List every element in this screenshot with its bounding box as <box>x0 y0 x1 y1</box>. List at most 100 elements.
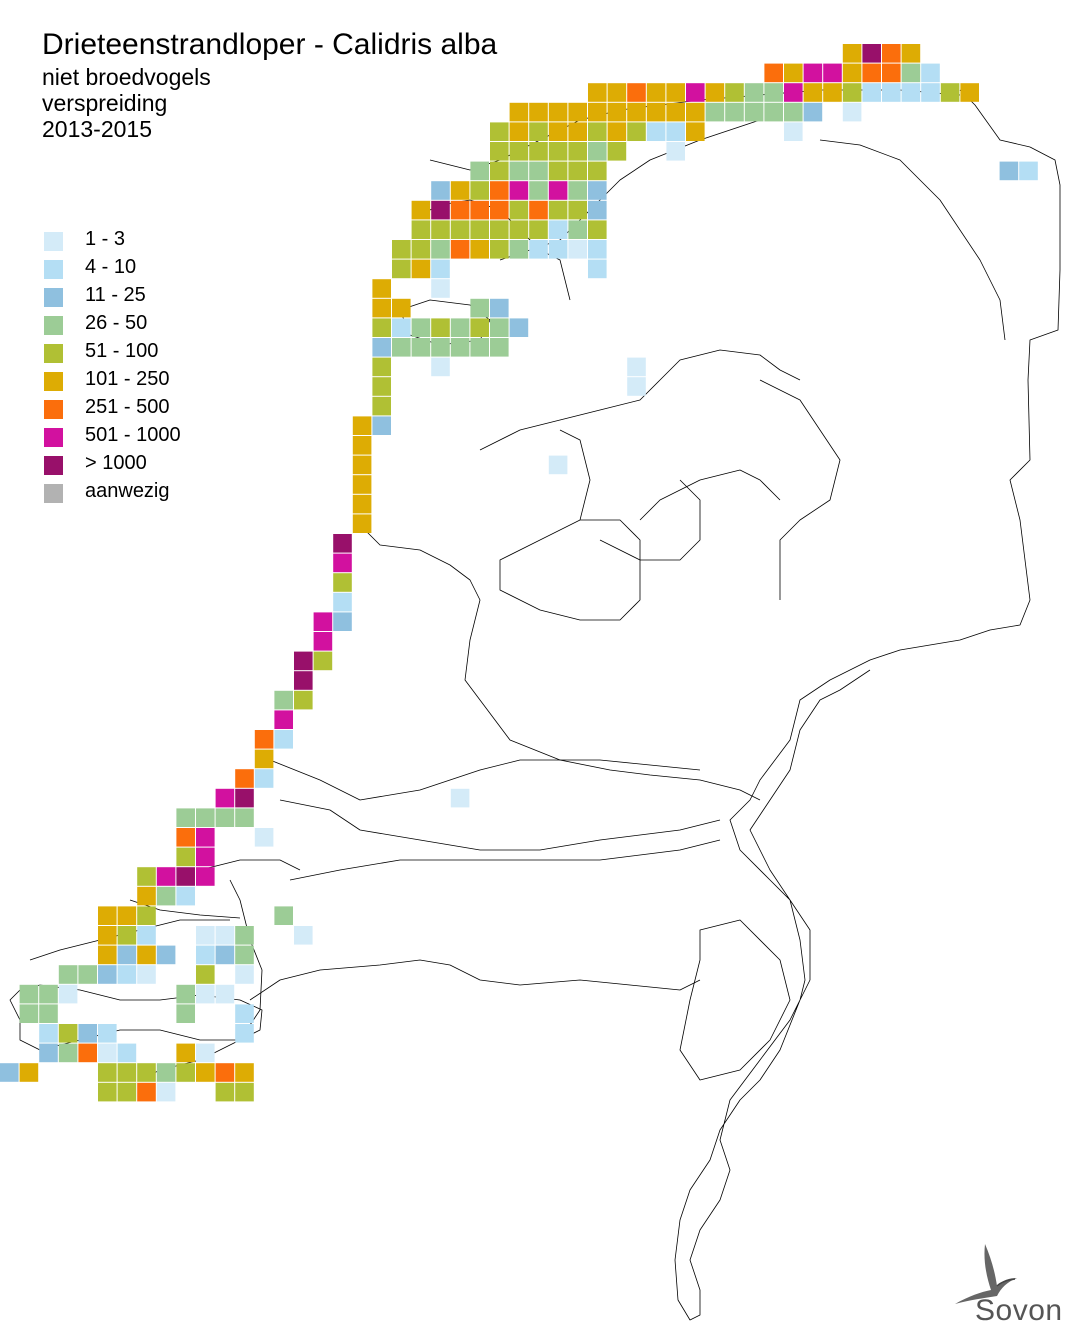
grid-cell <box>411 318 431 337</box>
boundary-line <box>499 519 641 621</box>
grid-cell <box>744 102 764 122</box>
grid-cell <box>137 1082 156 1102</box>
grid-cell <box>352 494 372 514</box>
grid-cell <box>823 83 842 102</box>
grid-cell <box>333 612 352 631</box>
boundary-line <box>639 469 781 521</box>
grid-cell <box>842 63 862 83</box>
grid-cell <box>294 926 313 945</box>
grid-cell <box>686 102 705 122</box>
grid-cell <box>470 220 489 239</box>
grid-cell <box>19 1004 39 1023</box>
grid-cell <box>392 298 411 318</box>
grid-cell <box>333 553 352 573</box>
grid-cell <box>568 122 587 141</box>
grid-cell <box>450 240 470 259</box>
logo-text: Sovon <box>975 1294 1063 1327</box>
grid-cell <box>666 122 685 141</box>
legend-label: 101 - 250 <box>85 368 170 390</box>
grid-cell <box>529 220 548 239</box>
grid-cell <box>215 1063 235 1082</box>
grid-cell <box>215 984 235 1004</box>
grid-cell <box>117 945 137 965</box>
grid-cell <box>882 83 901 102</box>
grid-cell <box>411 220 431 239</box>
grid-cell <box>607 122 627 141</box>
grid-cell <box>137 886 156 906</box>
grid-cell <box>784 83 803 102</box>
grid-cell <box>940 83 960 102</box>
grid-cell <box>607 142 627 161</box>
grid-cell <box>156 867 176 886</box>
grid-cell <box>19 1063 39 1082</box>
grid-cell <box>196 965 215 984</box>
grid-cell <box>882 63 901 83</box>
grid-cell <box>352 514 372 533</box>
grid-cell <box>960 83 979 102</box>
grid-cell <box>529 122 548 141</box>
grid-cell <box>842 83 862 102</box>
grid-cell <box>1019 161 1038 181</box>
grid-cell <box>372 357 391 377</box>
grid-cell <box>274 730 293 749</box>
grid-cell <box>176 808 195 827</box>
grid-cell <box>137 1063 156 1082</box>
map-period: 2013-2015 <box>42 116 152 142</box>
grid-cell <box>490 298 509 318</box>
grid-cell <box>235 1082 254 1102</box>
grid-cell <box>392 240 411 259</box>
grid-cell <box>196 945 215 965</box>
grid-cell <box>921 83 940 102</box>
grid-cell <box>58 984 78 1004</box>
grid-cell <box>215 808 235 827</box>
grid-cell <box>431 200 450 220</box>
grid-cell <box>98 965 117 984</box>
grid-cell <box>588 220 607 239</box>
grid-cell <box>764 83 783 102</box>
grid-cell <box>862 63 881 83</box>
grid-cell <box>529 102 548 122</box>
legend-swatch <box>44 372 63 391</box>
grid-cell <box>470 338 489 357</box>
grid-cell <box>352 436 372 455</box>
grid-cell <box>274 690 293 710</box>
grid-cell <box>627 83 646 102</box>
grid-cell <box>588 259 607 279</box>
grid-cell <box>313 632 333 651</box>
grid-cell <box>568 142 587 161</box>
grid-cell <box>39 1024 58 1043</box>
grid-cell <box>235 769 254 788</box>
legend-label: 501 - 1000 <box>85 424 181 446</box>
grid-cell <box>529 181 548 200</box>
grid-cell <box>98 906 117 925</box>
grid-cell <box>176 984 195 1004</box>
grid-cell <box>705 102 725 122</box>
legend-label: 4 - 10 <box>85 256 137 278</box>
grid-cell <box>137 926 156 945</box>
grid-cell <box>509 240 529 259</box>
legend-swatch <box>44 232 63 251</box>
grid-cell <box>254 769 274 788</box>
grid-cell <box>588 83 607 102</box>
grid-cell <box>117 1063 137 1082</box>
grid-cell <box>842 102 862 122</box>
grid-cell <box>196 1063 215 1082</box>
grid-cell <box>588 200 607 220</box>
grid-cell <box>411 240 431 259</box>
grid-cell <box>823 63 842 83</box>
grid-cell <box>607 83 627 102</box>
grid-cell <box>431 357 450 377</box>
grid-cell <box>392 318 411 337</box>
grid-cell <box>803 63 823 83</box>
boundary-line <box>479 349 801 451</box>
grid-cell <box>431 240 450 259</box>
map-title: Drieteenstrandloper - Calidris alba <box>42 28 498 61</box>
grid-cell <box>98 1082 117 1102</box>
grid-cell <box>784 122 803 141</box>
grid-cell <box>450 200 470 220</box>
grid-cell <box>646 102 666 122</box>
grid-cell <box>529 142 548 161</box>
grid-cell <box>117 906 137 925</box>
grid-cell <box>588 102 607 122</box>
